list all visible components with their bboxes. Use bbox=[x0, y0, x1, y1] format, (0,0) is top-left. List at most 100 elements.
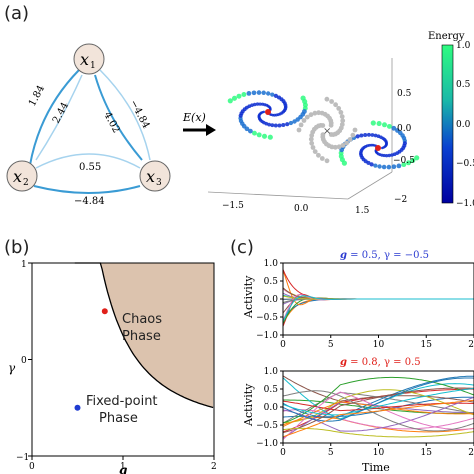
fixed-label-1: Fixed-point bbox=[86, 394, 158, 409]
activity-bottom-series bbox=[282, 390, 474, 432]
activity-x-tick: 10 bbox=[373, 448, 385, 458]
saddle-point bbox=[312, 149, 318, 155]
spiral-left-point bbox=[256, 132, 262, 138]
activity-x-tick: 15 bbox=[421, 340, 433, 350]
activity-y-tick: 0.5 bbox=[264, 277, 279, 287]
phase-y-tick-0: 1 bbox=[21, 260, 27, 270]
spiral-left-point bbox=[227, 98, 233, 104]
saddle-point bbox=[338, 110, 344, 115]
spiral-left-point bbox=[258, 102, 262, 106]
spiral-left-point bbox=[231, 95, 238, 101]
saddle-point bbox=[347, 137, 353, 142]
activity-y-tick: 0.5 bbox=[264, 385, 279, 395]
spiral-left-point bbox=[281, 122, 286, 128]
activity-x-tick: 15 bbox=[421, 448, 433, 458]
node-x1: x 1 bbox=[73, 43, 105, 75]
cb-tick-4: −1.0 bbox=[456, 199, 474, 209]
spiral-left-point bbox=[292, 119, 297, 124]
energy-scatter-3d: × −1.5 0.0 1.5 −2 0.5 0.0 −0.5 bbox=[207, 58, 420, 216]
spiral-right-point bbox=[410, 157, 416, 164]
spiral-right-point bbox=[386, 123, 392, 129]
cb-tick-2: 0.0 bbox=[456, 120, 471, 130]
activity-bottom-ylabel: Activity bbox=[242, 383, 255, 427]
saddle-point bbox=[333, 102, 338, 108]
spiral-right-point bbox=[406, 160, 411, 166]
edge-label-2-3-outer: −4.84 bbox=[74, 196, 105, 207]
phase-y-tick-2: −1 bbox=[16, 453, 29, 463]
spiral-right-center bbox=[375, 145, 381, 151]
spiral-left-point bbox=[288, 120, 294, 126]
spiral-right-point bbox=[391, 125, 397, 131]
activity-y-tick: −0.5 bbox=[256, 313, 278, 323]
saddle-point bbox=[340, 143, 346, 148]
saddle-point bbox=[352, 127, 358, 133]
phase-x-tick-0: 0 bbox=[29, 462, 35, 472]
activity-x-tick: 10 bbox=[373, 340, 385, 350]
network-graph: 1.84 2.44 4.02 −4.84 0.55 −4.84 x 1 x 2 … bbox=[6, 43, 171, 207]
spiral-left-point bbox=[248, 128, 253, 134]
panel-label-a: (a) bbox=[4, 3, 29, 24]
activity-bottom-series bbox=[282, 391, 474, 440]
activity-bottom-series bbox=[282, 387, 474, 434]
spiral-left-point bbox=[236, 93, 242, 99]
phase-ylabel: γ bbox=[8, 361, 16, 375]
spiral-left-point bbox=[277, 123, 282, 128]
spiral-right-point bbox=[414, 155, 420, 161]
cb-tick-0: 1.0 bbox=[456, 41, 471, 51]
edge-1-3-outer bbox=[99, 69, 151, 161]
saddle-point bbox=[304, 114, 310, 120]
spiral-right-point bbox=[363, 133, 368, 137]
activity-top-series bbox=[282, 298, 474, 325]
spiral-left-point bbox=[251, 90, 257, 96]
spiral-right-point bbox=[366, 132, 371, 137]
activity-x-tick: 5 bbox=[328, 448, 334, 458]
saddle-marker: × bbox=[323, 126, 331, 137]
y-tick-0: −2 bbox=[394, 195, 407, 205]
mapping-arrow: E(x) bbox=[182, 111, 216, 136]
activity-x-tick: 0 bbox=[280, 448, 286, 458]
activity-bottom-series bbox=[282, 389, 474, 424]
chaos-label-2: Phase bbox=[122, 329, 161, 344]
edge-label-1-3-inner: 4.02 bbox=[101, 110, 121, 135]
spiral-right-point bbox=[387, 153, 391, 158]
phase-xlabel: g bbox=[119, 463, 127, 474]
activity-top-title: g = 0.5, γ = −0.5 bbox=[340, 250, 429, 261]
saddle-point bbox=[298, 122, 304, 128]
activity-top-series bbox=[282, 297, 474, 324]
saddle-point bbox=[309, 140, 315, 146]
saddle-point bbox=[316, 152, 321, 158]
svg-text:2: 2 bbox=[23, 178, 29, 188]
saddle-point bbox=[324, 158, 330, 164]
edge-2-3-outer bbox=[33, 185, 141, 194]
saddle-point bbox=[320, 132, 326, 138]
phase-y-tick-1: 0 bbox=[21, 356, 27, 366]
saddle-point bbox=[312, 110, 318, 116]
saddle-point bbox=[319, 156, 325, 161]
activity-x-tick: 20 bbox=[468, 340, 474, 350]
x-tick-2: 1.5 bbox=[355, 206, 370, 216]
cb-tick-3: −0.5 bbox=[456, 159, 474, 169]
saddle-point bbox=[336, 144, 342, 150]
spiral-right-point bbox=[373, 163, 378, 168]
phase-x-tick-1: 1 bbox=[120, 462, 126, 472]
spiral-left-center bbox=[265, 109, 271, 115]
spiral-left-point bbox=[266, 91, 271, 96]
spiral-right-point bbox=[386, 164, 392, 170]
saddle-point bbox=[301, 118, 307, 123]
spiral-left-point bbox=[295, 117, 300, 122]
activity-bottom-series bbox=[282, 375, 474, 418]
activity-y-tick: 0.0 bbox=[264, 295, 279, 305]
spiral-right-point bbox=[359, 133, 364, 138]
spiral-left-point bbox=[261, 133, 268, 139]
saddle-point bbox=[350, 132, 356, 138]
activity-bottom-series bbox=[282, 387, 474, 416]
saddle-point bbox=[308, 136, 314, 142]
spiral-right-point bbox=[380, 146, 384, 150]
activity-y-tick: −1.0 bbox=[256, 439, 278, 449]
saddle-point bbox=[328, 132, 334, 137]
spiral-right-point bbox=[373, 133, 378, 138]
spiral-left-point bbox=[262, 110, 266, 114]
spiral-left-point bbox=[252, 130, 257, 136]
chaos-label-1: Chaos bbox=[122, 312, 162, 327]
edge-1-3-inner bbox=[94, 74, 143, 161]
